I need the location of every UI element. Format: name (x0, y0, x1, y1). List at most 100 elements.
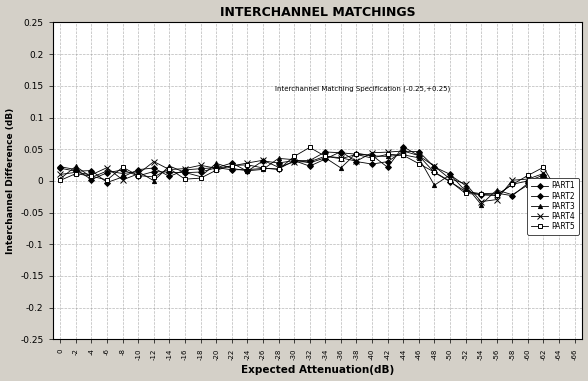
PART5 (571, 199, 578, 203)
PART3 (88, 175, 95, 180)
PART1 (556, 195, 563, 199)
PART2 (259, 166, 266, 171)
Line: PART1: PART1 (58, 149, 577, 226)
PART4 (228, 164, 235, 168)
PART3 (415, 155, 422, 160)
PART1 (166, 170, 173, 174)
PART4 (151, 159, 158, 164)
PART2 (119, 174, 126, 179)
PART3 (446, 173, 453, 177)
PART3 (369, 154, 376, 158)
PART1 (400, 149, 407, 154)
PART5 (228, 163, 235, 168)
PART2 (369, 153, 376, 158)
PART1 (524, 179, 532, 183)
PART4 (477, 199, 485, 204)
PART3 (135, 170, 142, 174)
PART2 (306, 158, 313, 163)
PART2 (151, 166, 158, 170)
PART1 (57, 165, 64, 169)
PART1 (571, 222, 578, 227)
PART4 (259, 158, 266, 163)
PART2 (213, 165, 220, 170)
PART4 (119, 178, 126, 182)
PART2 (88, 168, 95, 173)
PART5 (103, 178, 111, 182)
PART5 (166, 166, 173, 171)
PART3 (509, 192, 516, 197)
PART1 (182, 170, 189, 175)
PART4 (103, 165, 111, 170)
PART4 (290, 160, 298, 164)
PART5 (275, 167, 282, 172)
PART4 (524, 177, 532, 181)
PART1 (322, 157, 329, 161)
PART3 (119, 171, 126, 176)
PART1 (353, 159, 360, 164)
PART2 (290, 158, 298, 163)
PART5 (135, 173, 142, 178)
Text: Interchannel Matching Specification (-0.25,+0.25): Interchannel Matching Specification (-0.… (275, 86, 450, 92)
PART5 (213, 168, 220, 173)
PART3 (244, 168, 251, 173)
PART5 (556, 192, 563, 197)
PART3 (384, 154, 391, 159)
PART1 (135, 174, 142, 178)
PART5 (338, 156, 345, 161)
PART3 (228, 166, 235, 171)
PART4 (400, 149, 407, 153)
X-axis label: Expected Attenuation(dB): Expected Attenuation(dB) (241, 365, 394, 375)
PART1 (540, 173, 547, 178)
PART4 (166, 167, 173, 172)
PART1 (384, 159, 391, 164)
PART5 (244, 163, 251, 167)
PART2 (571, 204, 578, 209)
PART1 (213, 166, 220, 170)
PART4 (353, 159, 360, 163)
PART2 (135, 167, 142, 172)
PART3 (275, 156, 282, 161)
PART4 (571, 206, 578, 210)
PART4 (540, 171, 547, 176)
PART5 (57, 178, 64, 182)
PART5 (384, 152, 391, 157)
PART4 (88, 173, 95, 177)
PART3 (540, 176, 547, 181)
PART2 (540, 175, 547, 179)
PART5 (369, 156, 376, 160)
PART1 (306, 164, 313, 168)
PART2 (275, 166, 282, 171)
PART2 (228, 168, 235, 172)
PART4 (493, 197, 500, 202)
PART4 (509, 178, 516, 182)
PART5 (509, 182, 516, 187)
PART1 (228, 161, 235, 165)
PART5 (88, 174, 95, 178)
PART5 (524, 173, 532, 178)
Line: PART2: PART2 (58, 145, 577, 208)
PART4 (244, 161, 251, 165)
PART2 (322, 150, 329, 154)
PART4 (213, 166, 220, 171)
PART2 (524, 181, 532, 186)
PART2 (244, 167, 251, 172)
PART3 (524, 182, 532, 187)
PART2 (446, 179, 453, 184)
PART1 (477, 193, 485, 197)
PART1 (446, 172, 453, 176)
PART2 (57, 166, 64, 170)
PART1 (151, 169, 158, 174)
PART4 (182, 166, 189, 171)
PART3 (290, 157, 298, 162)
PART4 (415, 153, 422, 158)
PART3 (353, 151, 360, 155)
PART2 (415, 154, 422, 158)
PART3 (462, 183, 469, 188)
PART2 (166, 174, 173, 179)
PART1 (197, 170, 204, 174)
PART2 (431, 170, 438, 175)
PART3 (72, 164, 79, 168)
PART3 (151, 178, 158, 183)
PART3 (571, 212, 578, 216)
PART3 (400, 152, 407, 157)
